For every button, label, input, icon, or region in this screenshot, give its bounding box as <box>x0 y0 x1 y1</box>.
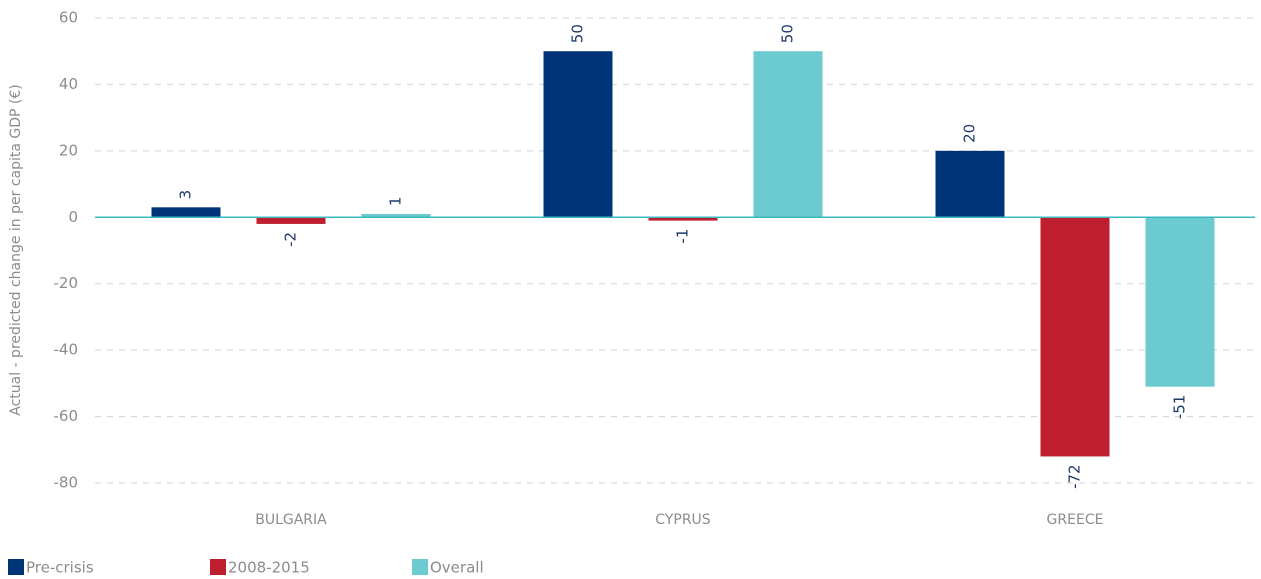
y-tick-label: -40 <box>54 341 79 359</box>
bar <box>648 217 718 221</box>
value-label: -51 <box>1171 395 1189 420</box>
y-tick-label: -60 <box>54 407 79 425</box>
bar <box>151 207 221 218</box>
legend-label: Pre-crisis <box>26 559 94 577</box>
legend-swatch <box>8 559 24 575</box>
bar <box>1145 217 1215 387</box>
value-label: 20 <box>961 124 979 143</box>
bar <box>256 217 326 224</box>
bar <box>361 213 431 218</box>
value-label: 1 <box>387 196 405 206</box>
x-tick-label: BULGARIA <box>255 512 327 528</box>
value-label: 50 <box>569 24 587 43</box>
legend-label: 2008-2015 <box>228 559 310 577</box>
value-label: 3 <box>177 190 195 200</box>
bar <box>1040 217 1110 457</box>
y-axis-label: Actual - predicted change in per capita … <box>8 84 24 416</box>
y-tick-label: -20 <box>54 274 79 292</box>
y-tick-label: 40 <box>59 75 78 93</box>
y-tick-label: 0 <box>68 208 78 226</box>
value-label: -72 <box>1066 464 1084 489</box>
legend-swatch <box>210 559 226 575</box>
y-tick-label: 20 <box>59 141 78 159</box>
legend-swatch <box>412 559 428 575</box>
y-tick-label: 60 <box>59 9 78 27</box>
value-label: -2 <box>282 232 300 247</box>
bar <box>935 150 1005 218</box>
bar <box>753 51 823 218</box>
bar <box>543 51 613 218</box>
y-tick-label: -80 <box>54 474 79 492</box>
x-tick-label: CYPRUS <box>655 512 710 528</box>
x-tick-label: GREECE <box>1047 512 1104 528</box>
value-label: 50 <box>779 24 797 43</box>
legend-label: Overall <box>430 559 484 577</box>
value-label: -1 <box>674 229 692 244</box>
